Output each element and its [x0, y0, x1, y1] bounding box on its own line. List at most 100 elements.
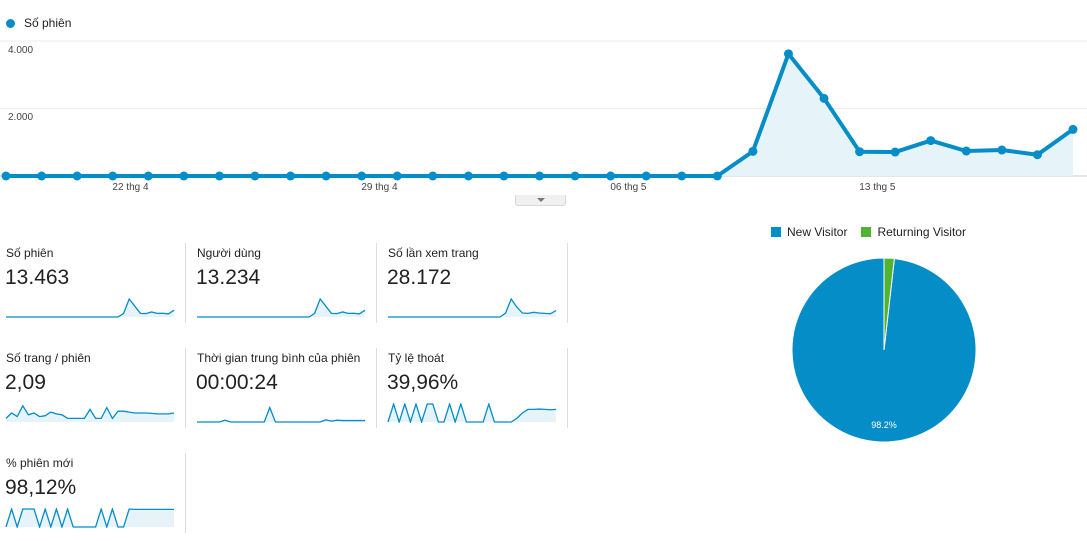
- pie-legend: New Visitor Returning Visitor: [771, 225, 980, 239]
- data-point: [961, 146, 971, 156]
- metric-tile[interactable]: Số phiên 13.463: [0, 243, 184, 331]
- metric-sparkline: [197, 405, 365, 423]
- sessions-line-chart: [0, 40, 1087, 181]
- data-point: [392, 171, 402, 181]
- legend-label: New Visitor: [787, 225, 848, 239]
- metric-sparkline: [197, 298, 366, 318]
- metric-label: % phiên mới: [6, 456, 74, 470]
- metric-value: 98,12%: [5, 476, 77, 499]
- data-point: [783, 49, 793, 59]
- data-point: [179, 171, 189, 181]
- data-point: [1032, 150, 1042, 160]
- collapse-chart-toggle[interactable]: [515, 195, 566, 206]
- metric-tile[interactable]: % phiên mới 98,12%: [0, 453, 184, 541]
- metric-sparkline: [387, 403, 557, 423]
- data-point: [428, 171, 438, 181]
- legend-swatch: [861, 227, 872, 237]
- data-point: [855, 147, 865, 157]
- metric-value: 13.234: [196, 266, 261, 289]
- metric-value: 2,09: [5, 371, 46, 394]
- data-point: [357, 171, 367, 181]
- metric-label: Số trang / phiên: [6, 351, 91, 365]
- divider: [185, 453, 186, 533]
- data-point: [72, 171, 82, 181]
- x-tick-label: 06 thg 5: [610, 182, 647, 193]
- data-point: [819, 93, 829, 103]
- metric-tile[interactable]: Tỷ lệ thoát 39,96%: [382, 348, 566, 436]
- pie-slice[interactable]: [883, 257, 895, 351]
- metric-value: 39,96%: [387, 371, 459, 394]
- data-point: [570, 171, 580, 181]
- pie-data-label: 98.2%: [871, 420, 897, 430]
- data-point: [712, 171, 722, 181]
- legend-item-returning-visitor[interactable]: Returning Visitor: [861, 225, 966, 239]
- sparkline-area: [6, 299, 174, 317]
- divider: [567, 243, 568, 323]
- metric-sparkline: [388, 298, 557, 318]
- legend-label: Returning Visitor: [877, 225, 966, 239]
- sparkline-area: [388, 299, 556, 317]
- sparkline-area: [388, 404, 556, 422]
- data-point: [926, 136, 936, 146]
- data-point: [677, 171, 687, 181]
- metric-sparkline: [5, 404, 175, 422]
- data-point: [321, 171, 331, 181]
- data-point: [250, 171, 260, 181]
- metric-tile[interactable]: Người dùng 13.234: [191, 243, 375, 331]
- sparkline-line: [6, 298, 175, 318]
- y-tick-2000: 2.000: [8, 112, 34, 123]
- x-tick-label: 29 thg 4: [361, 182, 398, 193]
- data-point: [1, 171, 11, 181]
- data-point: [997, 145, 1007, 155]
- data-point: [37, 171, 47, 181]
- sparkline-line: [5, 404, 175, 420]
- data-point: [499, 171, 509, 181]
- data-point: [463, 171, 473, 181]
- data-point: [108, 171, 118, 181]
- visitor-type-pie-chart: 98.2%: [791, 257, 977, 443]
- metric-label: Tỷ lệ thoát: [388, 351, 445, 365]
- series-dot-icon: [6, 18, 15, 28]
- sparkline-line: [388, 298, 557, 318]
- y-tick-4000: 4.000: [8, 45, 34, 56]
- series-area: [6, 53, 1073, 177]
- metric-value: 28.172: [387, 266, 452, 289]
- sparkline-area: [197, 299, 365, 317]
- legend-swatch: [771, 227, 781, 237]
- sparkline-line: [197, 405, 365, 423]
- metric-sparkline: [5, 508, 174, 528]
- x-tick-label: 22 thg 4: [112, 182, 149, 193]
- metric-label: Số lần xem trang: [388, 246, 479, 260]
- metric-sparkline: [6, 298, 175, 318]
- sparkline-line: [5, 508, 174, 528]
- data-point: [143, 171, 153, 181]
- data-point: [214, 171, 224, 181]
- metric-tile[interactable]: Số trang / phiên 2,09: [0, 348, 184, 436]
- sparkline-area: [6, 405, 174, 422]
- metric-value: 00:00:24: [196, 371, 278, 394]
- x-tick-label: 13 thg 5: [859, 182, 896, 193]
- data-point: [890, 147, 900, 157]
- data-point: [535, 171, 544, 181]
- data-point: [286, 171, 296, 181]
- series-name: Số phiên: [24, 16, 72, 30]
- sparkline-line: [197, 298, 366, 318]
- data-point: [1068, 124, 1078, 134]
- legend-item-new-visitor[interactable]: New Visitor: [771, 225, 847, 239]
- data-point: [641, 171, 651, 181]
- metric-tile[interactable]: Thời gian trung bình của phiên 00:00:24: [191, 348, 375, 436]
- data-point: [748, 146, 758, 156]
- line-chart-legend[interactable]: Số phiên: [6, 16, 71, 30]
- metric-label: Số phiên: [6, 246, 54, 260]
- sparkline-area: [6, 509, 174, 527]
- divider: [185, 243, 186, 323]
- sparkline-line: [387, 403, 557, 423]
- divider: [376, 348, 377, 428]
- data-point: [606, 171, 616, 181]
- divider: [185, 348, 186, 428]
- metric-tile[interactable]: Số lần xem trang 28.172: [382, 243, 566, 331]
- metric-label: Người dùng: [197, 246, 261, 260]
- divider: [376, 243, 377, 323]
- metric-label: Thời gian trung bình của phiên: [197, 351, 361, 365]
- divider: [567, 348, 568, 428]
